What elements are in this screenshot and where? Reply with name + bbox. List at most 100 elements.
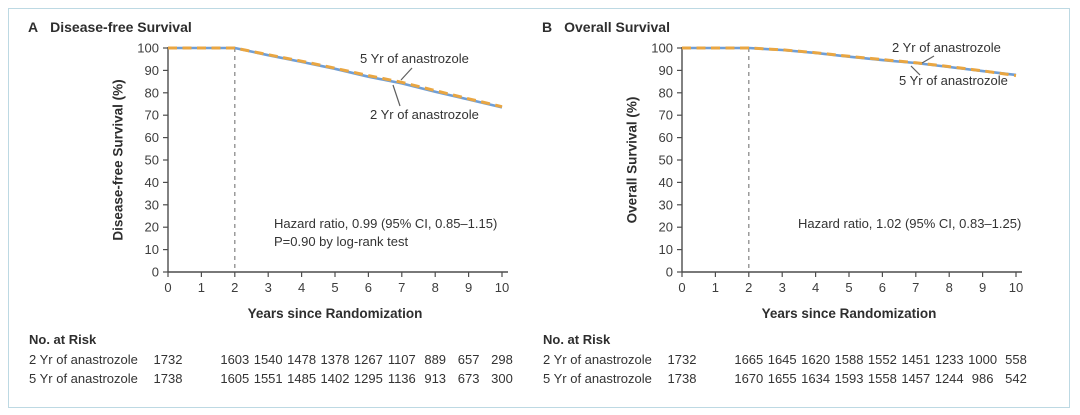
y-tick-label: 90: [659, 63, 673, 78]
survival-curve-5yr: [168, 46, 503, 109]
x-tick-label: 6: [879, 280, 886, 295]
panel-overall-survival: B Overall Survival 0 10 20 30 40 50 60 70 80 90 10…: [522, 8, 1072, 407]
y-tick-label: 80: [145, 85, 159, 100]
risk-value: 1402: [320, 371, 350, 386]
risk-values: 1732 1603 1540 1478 1378 1267 1107 889 657 298: [8, 352, 558, 368]
risk-value: 1665: [734, 352, 764, 367]
annotation-line: P=0.90 by log-rank test: [274, 234, 409, 249]
y-tick-label: 20: [659, 220, 673, 235]
x-tick-label: 2: [231, 280, 238, 295]
risk-value: 657: [457, 352, 480, 367]
y-tick-label: 50: [145, 153, 159, 168]
curve-label-pointer: [400, 67, 413, 81]
x-tick-label: 7: [912, 280, 919, 295]
risk-row: 1738 1670 1655 1634 1593 1558 1457 1244 986 542 5…: [522, 371, 1072, 387]
panel-disease-free-survival: A Disease-free Survival 0 10 20 30 40 50 60 70 8…: [8, 8, 558, 407]
risk-value: 1605: [220, 371, 250, 386]
risk-row-label: 5 Yr of anastrozole: [543, 371, 652, 386]
y-tick-label: 60: [145, 130, 159, 145]
curve-label-pointer: [921, 55, 935, 64]
curve-label: 5 Yr of anastrozole: [360, 51, 469, 66]
risk-row-label: 2 Yr of anastrozole: [29, 352, 138, 367]
disease-free-survival-chart: 0 10 20 30 40 50 60 70 80 90 100 0 1 2 3 4 5 6 7 8 9 10 5 Yr o…: [137, 41, 509, 296]
curve-label-pointer: [392, 84, 401, 107]
x-tick-label: 0: [678, 280, 685, 295]
risk-row-label: 5 Yr of anastrozole: [29, 371, 138, 386]
x-tick-label: 0: [164, 280, 171, 295]
risk-table-title: No. at Risk: [543, 332, 611, 347]
risk-value: 1267: [353, 352, 383, 367]
curve-label-pointer: [910, 65, 921, 76]
risk-value: 1378: [320, 352, 350, 367]
risk-value: 1738: [667, 371, 697, 386]
y-tick-label: 10: [659, 242, 673, 257]
y-tick-label: 10: [145, 242, 159, 257]
risk-value: 1107: [387, 352, 416, 367]
risk-value: 1478: [287, 352, 317, 367]
y-tick-label: 60: [659, 130, 673, 145]
x-tick-label: 9: [979, 280, 986, 295]
x-tick-label: 3: [265, 280, 272, 295]
risk-value: 1244: [934, 371, 964, 386]
curve-label: 2 Yr of anastrozole: [370, 107, 479, 122]
risk-value: 1670: [734, 371, 764, 386]
risk-value: 558: [1005, 352, 1027, 367]
panel-title: Overall Survival: [564, 19, 670, 35]
risk-value: 889: [424, 352, 447, 367]
panel-header: B Overall Survival: [542, 19, 670, 35]
y-tick-label: 30: [145, 197, 159, 212]
risk-value: 1732: [667, 352, 697, 367]
risk-value: 1645: [767, 352, 797, 367]
y-tick-label: 100: [651, 41, 673, 56]
risk-value: 1593: [834, 371, 864, 386]
risk-value: 1136: [387, 371, 416, 386]
risk-value: 1485: [287, 371, 317, 386]
y-tick-label: 70: [659, 108, 673, 123]
panel-header: A Disease-free Survival: [28, 19, 192, 35]
risk-table-title: No. at Risk: [29, 332, 97, 347]
x-tick-label: 9: [465, 280, 472, 295]
risk-value: 1233: [934, 352, 964, 367]
y-axis-title: Overall Survival (%): [624, 96, 640, 224]
panel-letter: B: [542, 19, 553, 35]
risk-value: 673: [457, 371, 480, 386]
curve-label: 2 Yr of anastrozole: [892, 40, 1001, 55]
x-tick-label: 6: [365, 280, 372, 295]
risk-value: 1000: [968, 352, 998, 367]
panel-title: Disease-free Survival: [50, 19, 192, 35]
risk-row: 1738 1605 1551 1485 1402 1295 1136 913 673 300 5 …: [8, 371, 558, 387]
x-axis-title: Years since Randomization: [247, 306, 423, 321]
x-tick-label: 3: [779, 280, 786, 295]
risk-value: 1451: [901, 352, 931, 367]
x-tick-label: 5: [331, 280, 338, 295]
y-tick-label: 30: [659, 197, 673, 212]
panel-letter: A: [28, 19, 39, 35]
y-tick-label: 90: [145, 63, 159, 78]
y-tick-label: 40: [145, 175, 159, 190]
y-tick-label: 40: [659, 175, 673, 190]
y-tick-label: 80: [659, 85, 673, 100]
risk-values: 1738 1605 1551 1485 1402 1295 1136 913 673 300: [8, 371, 558, 387]
curve-label: 5 Yr of anastrozole: [899, 73, 1008, 88]
annotation-line: Hazard ratio, 0.99 (95% CI, 0.85–1.15): [274, 216, 498, 231]
risk-row: 1732 1665 1645 1620 1588 1552 1451 1233 1000 558 …: [522, 352, 1072, 368]
risk-value: 1457: [901, 371, 931, 386]
risk-value: 1588: [834, 352, 864, 367]
y-tick-label: 0: [152, 265, 159, 280]
risk-value: 1295: [353, 371, 383, 386]
risk-value: 913: [424, 371, 447, 386]
risk-value: 1552: [867, 352, 897, 367]
annotation-line: Hazard ratio, 1.02 (95% CI, 0.83–1.25): [798, 216, 1022, 231]
overall-survival-chart: 0 10 20 30 40 50 60 70 80 90 100 0 1 2 3 4 5 6 7 8 9 10 2 Yr o…: [651, 40, 1023, 295]
risk-value: 1558: [867, 371, 897, 386]
hazard-ratio-annotation: Hazard ratio, 0.99 (95% CI, 0.85–1.15) P…: [274, 215, 497, 251]
y-axis-title: Disease-free Survival (%): [110, 79, 126, 241]
risk-value: 1738: [153, 371, 183, 386]
y-tick-label: 20: [145, 220, 159, 235]
risk-values: 1738 1670 1655 1634 1593 1558 1457 1244 986 542: [522, 371, 1072, 387]
x-tick-label: 1: [712, 280, 719, 295]
x-tick-label: 7: [398, 280, 405, 295]
risk-value: 1655: [767, 371, 797, 386]
x-tick-label: 8: [432, 280, 439, 295]
